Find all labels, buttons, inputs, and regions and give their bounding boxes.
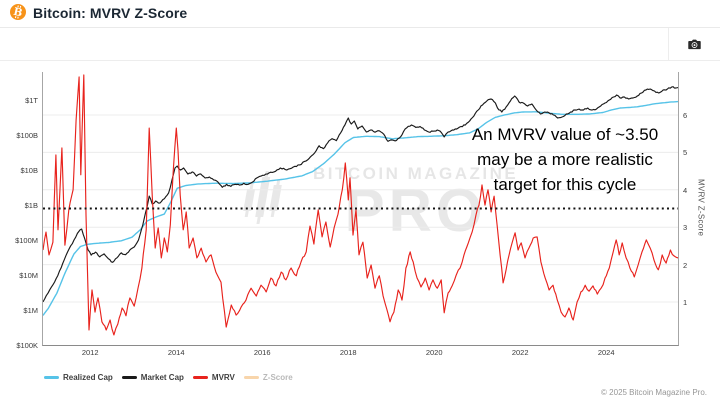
camera-icon [688,38,701,53]
right-axis-tick: 6 [683,111,688,120]
bitcoin-logo-icon: B [10,4,26,20]
legend-item-z-score[interactable]: Z-Score [243,373,293,382]
x-axis-tick: 2016 [253,348,271,357]
legend-swatch [192,376,208,379]
footer-copyright: © 2025 Bitcoin Magazine Pro. [601,388,707,397]
legend-label: MVRV [211,373,235,382]
right-axis-tick: 5 [683,148,688,158]
plot-area[interactable]: BITCOIN MAGAZINE PRO An MVRV value of ~3… [42,72,679,346]
legend-item-realized-cap[interactable]: Realized Cap [44,373,113,382]
annotation: An MVRV value of ~3.50 may be a more real… [439,122,678,197]
legend-swatch [44,376,59,379]
left-axis-tick: $10B [20,166,38,175]
legend-label: Market Cap [140,373,184,382]
x-axis-tick: 2012 [81,348,99,357]
x-axis-tick: 2024 [597,348,615,357]
right-axis-title: MVRV Z-Score [696,179,706,237]
svg-text:B: B [12,6,23,20]
right-axis-tick: 3 [683,223,688,233]
left-axis-tick: $1T [25,96,38,105]
legend: Realized Cap Market Cap MVRV Z-Score [44,373,293,382]
toolbar-right-cell [668,28,720,60]
left-axis-tick: $100M [15,236,38,245]
right-axis-tick: 2 [683,260,688,270]
camera-button[interactable] [686,36,703,52]
toolbar [0,28,720,61]
legend-item-mvrv[interactable]: MVRV [192,373,235,382]
right-axis-tick: 4 [683,185,688,195]
legend-item-market-cap[interactable]: Market Cap [121,373,184,382]
chart-canvas [43,74,678,336]
legend-label: Realized Cap [63,373,113,382]
series-line-realized-cap [43,100,678,316]
legend-label: Z-Score [262,373,293,382]
left-axis-tick: $1M [23,306,38,315]
x-axis-tick: 2022 [511,348,529,357]
page-title: Bitcoin: MVRV Z-Score [33,5,188,21]
left-axis-tick: $100B [16,131,38,140]
left-axis-tick: $1B [24,201,38,210]
annotation-line: may be a more realistic [477,150,653,169]
x-axis-tick: 2018 [339,348,357,357]
right-axis-tick: 1 [683,298,688,307]
legend-swatch [121,376,137,379]
series-line-market-cap [43,86,678,303]
series-line-mvrv [43,74,678,336]
x-axis-tick: 2014 [167,348,185,357]
left-axis-tick: $100K [16,341,38,350]
x-axis-tick: 2020 [425,348,443,357]
legend-swatch [243,376,259,379]
annotation-line: An MVRV value of ~3.50 [471,125,659,144]
annotation-line: target for this cycle [493,175,637,194]
left-axis-tick: $10M [19,271,38,280]
header: B Bitcoin: MVRV Z-Score [0,0,720,28]
